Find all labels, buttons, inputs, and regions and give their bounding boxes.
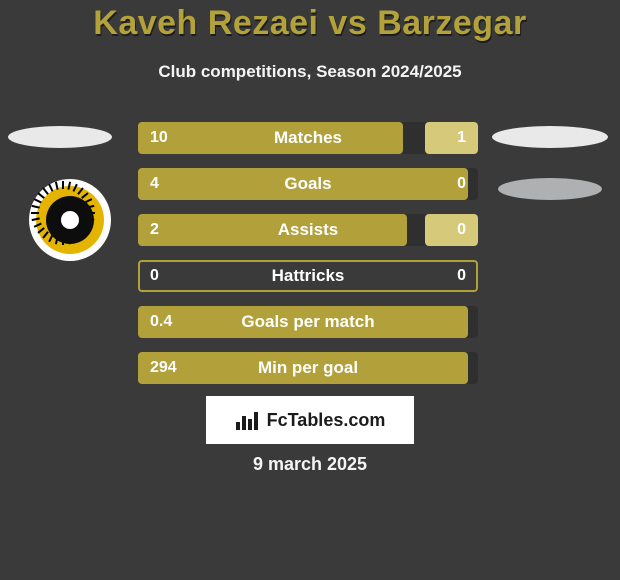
player-silhouette-right-2	[498, 178, 602, 200]
stat-row: 20Assists	[138, 214, 478, 246]
stat-name: Assists	[138, 214, 478, 246]
stat-row: 40Goals	[138, 168, 478, 200]
bar-chart-icon	[235, 410, 259, 430]
stat-name: Matches	[138, 122, 478, 154]
comparison-infographic: Kaveh Rezaei vs Barzegar Club competitio…	[0, 0, 620, 580]
badge-inner-disc	[46, 196, 94, 244]
player-silhouette-right	[492, 126, 608, 148]
page-title: Kaveh Rezaei vs Barzegar	[0, 4, 620, 43]
branding-box: FcTables.com	[206, 396, 414, 444]
badge-core	[61, 211, 79, 229]
badge-gold-ring	[36, 186, 104, 254]
stat-name: Goals	[138, 168, 478, 200]
stat-name: Hattricks	[138, 260, 478, 292]
stat-row: 101Matches	[138, 122, 478, 154]
subtitle: Club competitions, Season 2024/2025	[0, 62, 620, 82]
badge-outer-ring	[29, 179, 111, 261]
stat-row: 00Hattricks	[138, 260, 478, 292]
stat-row: 0.4Goals per match	[138, 306, 478, 338]
team-badge	[29, 179, 111, 261]
stat-name: Goals per match	[138, 306, 478, 338]
player-silhouette-left	[8, 126, 112, 148]
branding-text: FcTables.com	[267, 410, 386, 431]
stat-name: Min per goal	[138, 352, 478, 384]
snapshot-date: 9 march 2025	[0, 454, 620, 475]
stat-row: 294Min per goal	[138, 352, 478, 384]
